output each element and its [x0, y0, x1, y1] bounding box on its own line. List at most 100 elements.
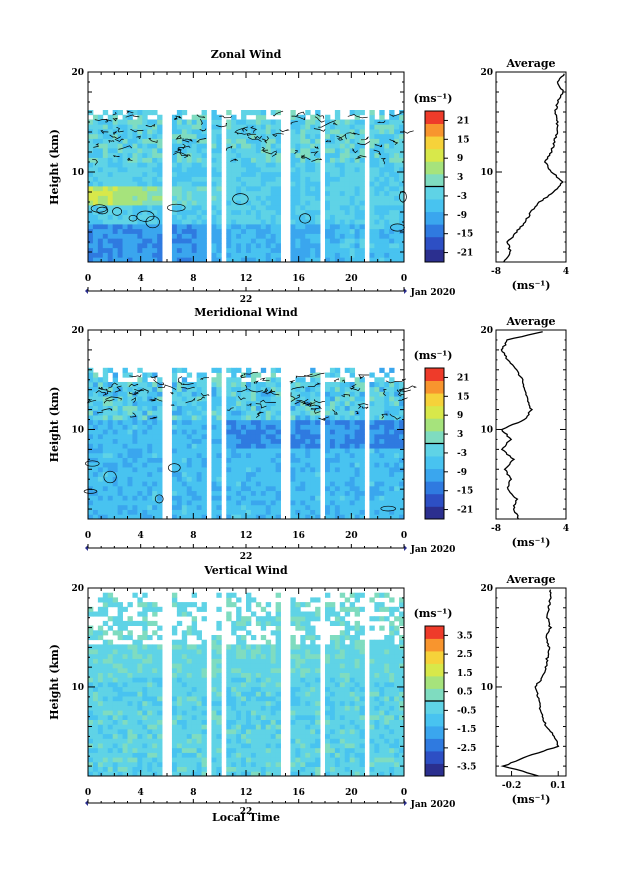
heatmap-cell [117, 257, 123, 263]
heatmap-cell [310, 176, 316, 182]
heatmap-cell [107, 462, 114, 468]
heatmap-cell [236, 190, 242, 196]
heatmap-cell [117, 124, 123, 130]
heatmap-cell [147, 129, 153, 135]
heatmap-cell [122, 761, 128, 767]
heatmap-cell [226, 200, 232, 206]
heatmap-cell [191, 243, 198, 249]
heatmap-cell [142, 747, 148, 753]
heatmap-cell [394, 205, 400, 211]
heatmap-cell [310, 219, 316, 225]
heatmap-cell [275, 129, 281, 135]
contour-line [96, 411, 104, 414]
heatmap-cell [127, 190, 133, 196]
heatmap-cell [216, 377, 222, 383]
heatmap-cell [196, 729, 202, 735]
heatmap-cell [122, 129, 128, 135]
heatmap-cell [107, 771, 114, 777]
heatmap-cell [157, 243, 163, 249]
heatmap-cell [201, 682, 207, 688]
heatmap-cell [305, 424, 311, 430]
heatmap-cell [216, 114, 222, 120]
heatmap-cell [157, 663, 163, 669]
heatmap-cell [201, 729, 207, 735]
heatmap-cell [117, 606, 123, 612]
heatmap-cell [384, 467, 390, 473]
heatmap-cell [275, 167, 281, 173]
contour-line [271, 152, 278, 157]
heatmap-cell [112, 219, 119, 225]
contour-line [291, 386, 305, 391]
heatmap-cell [92, 761, 99, 767]
heatmap-cell [102, 157, 109, 163]
heatmap-cell [236, 171, 242, 177]
heatmap-cell [325, 410, 331, 416]
heatmap-cell [196, 186, 202, 192]
heatmap-cell [226, 771, 232, 777]
heatmap-cell [191, 509, 198, 515]
heatmap-cell [290, 133, 296, 139]
heatmap-cell [122, 124, 128, 130]
heatmap-cell [97, 672, 104, 678]
heatmap-cell [211, 238, 217, 244]
contour-loop [145, 215, 160, 229]
heatmap-cell [147, 733, 153, 739]
heatmap-cell [117, 233, 123, 239]
heatmap-cell [211, 476, 217, 482]
heatmap-cell [310, 257, 316, 263]
heatmap-cell [384, 152, 390, 158]
heatmap-cell [211, 729, 217, 735]
heatmap-cell [349, 476, 356, 482]
heatmap-cell [127, 649, 133, 655]
heatmap-cell [171, 644, 178, 650]
heatmap-cell [92, 186, 99, 192]
heatmap-cell [389, 209, 395, 215]
heatmap-cell [246, 490, 252, 496]
heatmap-cell [191, 152, 198, 158]
heatmap-cell [339, 186, 346, 192]
heatmap-cell [196, 504, 202, 510]
heatmap-cell [246, 396, 252, 402]
heatmap-cell [171, 176, 178, 182]
heatmap-cell [295, 124, 301, 130]
heatmap-cell [226, 658, 232, 664]
heatmap-cell [176, 602, 183, 608]
heatmap-cell [176, 424, 183, 430]
heatmap-cell [112, 386, 119, 392]
heatmap-cell [246, 433, 252, 440]
heatmap-cell [300, 485, 306, 492]
heatmap-cell [315, 504, 321, 510]
heatmap-cell [122, 490, 128, 496]
heatmap-cell [112, 757, 119, 763]
profile-y-tick-label: 10 [480, 425, 493, 435]
heatmap-cell [379, 247, 385, 253]
heatmap-cell [325, 514, 331, 520]
heatmap-cell [211, 190, 217, 196]
heatmap-cell [107, 481, 114, 487]
heatmap-cell [191, 485, 198, 492]
heatmap-cell [186, 504, 193, 510]
heatmap-cell [122, 195, 128, 201]
heatmap-cell [122, 514, 128, 520]
heatmap-cell [142, 190, 148, 196]
heatmap-cell [137, 381, 143, 388]
heatmap-cell [290, 396, 296, 402]
heatmap-cell [359, 195, 365, 201]
heatmap-cell [157, 391, 163, 397]
heatmap-cell [186, 415, 193, 421]
heatmap-cell [157, 429, 163, 435]
heatmap-cell [186, 443, 193, 449]
heatmap-cell [201, 195, 207, 201]
heatmap-cell [359, 138, 365, 144]
heatmap-cell [97, 611, 104, 617]
heatmap-cell [137, 733, 143, 739]
heatmap-cell [384, 504, 390, 510]
heatmap-cell [157, 719, 163, 725]
colorbar-swatch [425, 430, 444, 444]
colorbar-swatch [425, 380, 444, 394]
heatmap-cell [305, 257, 311, 263]
heatmap-cell [196, 224, 202, 230]
heatmap-cell [265, 481, 272, 487]
heatmap-cell [226, 677, 232, 683]
heatmap-cell [325, 381, 331, 388]
